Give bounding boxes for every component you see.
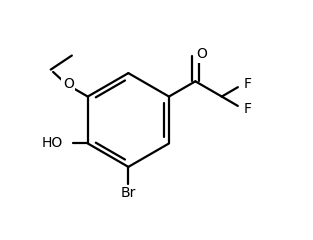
Text: F: F <box>243 102 251 116</box>
Text: HO: HO <box>41 136 62 150</box>
Text: Br: Br <box>121 186 136 200</box>
Text: O: O <box>63 77 74 91</box>
Text: F: F <box>243 77 251 91</box>
Text: O: O <box>196 47 207 61</box>
